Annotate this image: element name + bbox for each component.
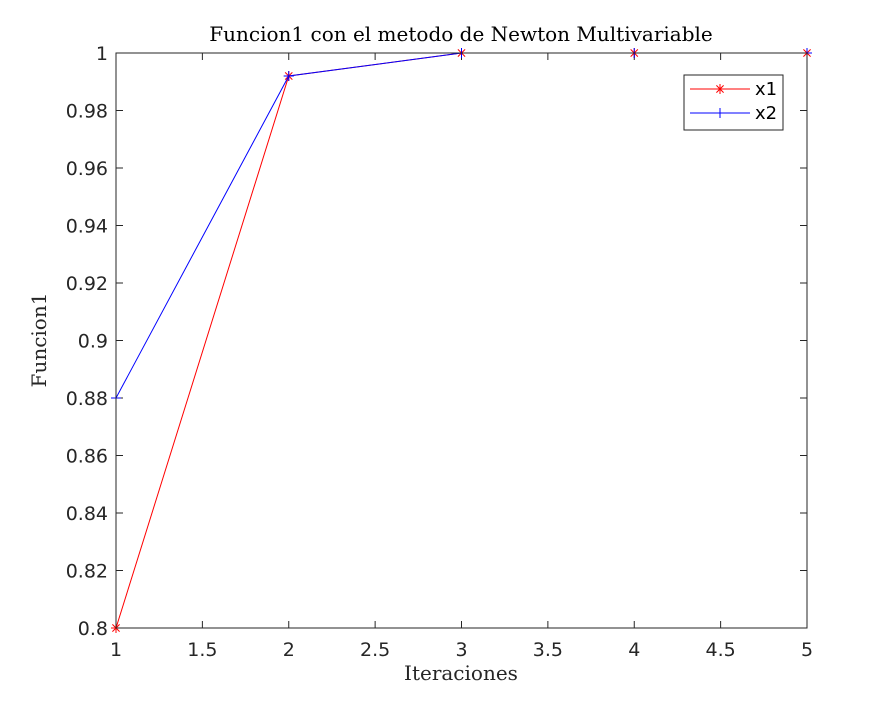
x-tick-label: 1 bbox=[110, 639, 122, 661]
legend-box bbox=[683, 74, 784, 131]
legend-label: x1 bbox=[755, 79, 777, 100]
y-tick-label: 0.96 bbox=[66, 158, 108, 180]
y-tick-label: 0.8 bbox=[78, 618, 108, 640]
x-tick-label: 1.5 bbox=[187, 639, 217, 661]
legend-marker bbox=[715, 108, 725, 118]
chart-title: Funcion1 con el metodo de Newton Multiva… bbox=[209, 22, 713, 46]
x-tick-label: 3 bbox=[455, 639, 467, 661]
y-tick-label: 0.86 bbox=[66, 446, 108, 468]
x-axis-ticks: 1 1.5 2 2.5 3 3.5 4 4.5 5 bbox=[110, 53, 813, 661]
x-tick-label: 4 bbox=[628, 639, 640, 661]
y-tick-label: 0.98 bbox=[66, 101, 108, 123]
y-tick-label: 1 bbox=[96, 43, 108, 65]
legend-label: x2 bbox=[755, 103, 777, 124]
plot-frame bbox=[115, 52, 808, 629]
x-tick-label: 5 bbox=[801, 639, 813, 661]
x-tick-label: 2.5 bbox=[360, 639, 390, 661]
y-tick-label: 0.84 bbox=[66, 503, 108, 525]
data-point-x2 bbox=[283, 71, 294, 81]
y-tick-label: 0.92 bbox=[66, 273, 108, 295]
x-tick-label: 2 bbox=[283, 639, 295, 661]
y-axis-label: Funcion1 bbox=[27, 293, 51, 388]
y-tick-label: 0.94 bbox=[66, 216, 108, 238]
x-axis-label: Iteraciones bbox=[404, 661, 518, 685]
x-tick-label: 3.5 bbox=[533, 639, 563, 661]
y-axis-ticks: 0.8 0.82 0.84 0.86 0.88 0.9 0.92 0.94 0.96 0.98 1 bbox=[66, 43, 807, 640]
plot-area bbox=[116, 53, 807, 628]
legend-marker bbox=[715, 84, 725, 94]
y-tick-label: 0.9 bbox=[78, 331, 108, 353]
y-tick-label: 0.88 bbox=[66, 388, 108, 410]
legend-item-x2[interactable]: x2 bbox=[690, 103, 777, 124]
legend-item-x1[interactable]: x1 bbox=[690, 79, 777, 100]
y-tick-label: 0.82 bbox=[66, 561, 108, 583]
x-tick-label: 4.5 bbox=[706, 639, 736, 661]
